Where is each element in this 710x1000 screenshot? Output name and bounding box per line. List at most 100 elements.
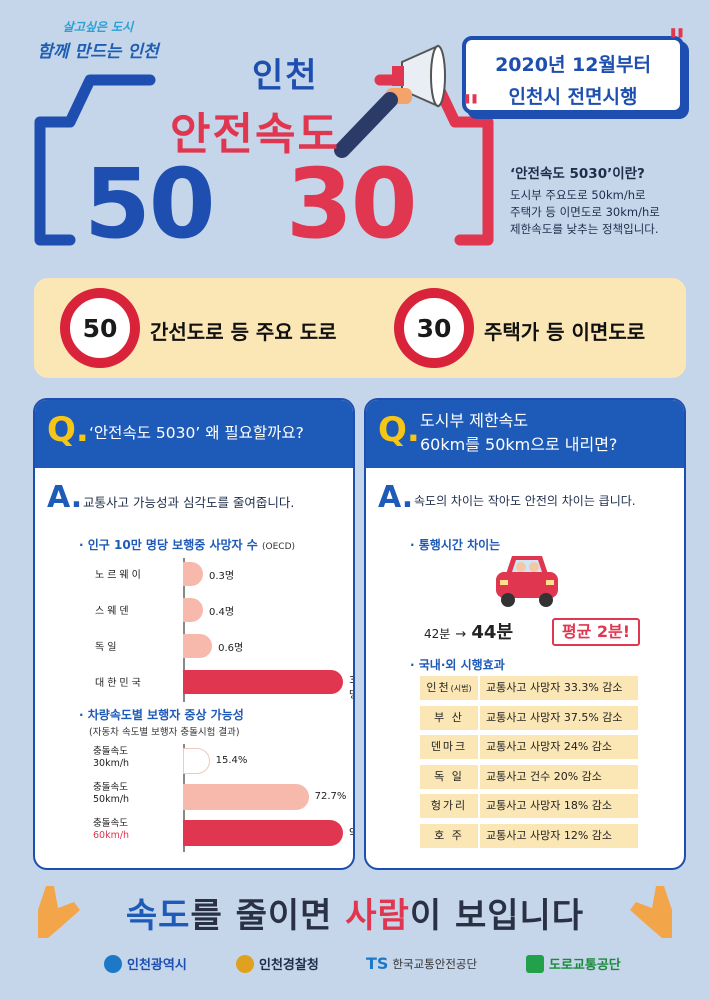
message-part: 를 줄이면 <box>190 896 346 936</box>
title-number-50: 50 <box>84 148 216 260</box>
time-from: 42분 <box>424 627 451 641</box>
chart1-row: 노르웨이 0.3명 <box>65 562 353 586</box>
chart1-bar <box>183 634 213 658</box>
chart1-bar <box>183 598 203 622</box>
effect-row: 덴마크 교통사고 사망자 24% 감소 <box>420 735 638 759</box>
left-question-text: ‘안전속도 5030’ 왜 필요할까요? <box>89 424 304 442</box>
speed-label-30: 주택가 등 이면도로 <box>484 320 646 344</box>
message-part: 이 보입니다 <box>409 896 585 936</box>
chart1-bar <box>183 670 343 694</box>
effect-result: 교통사고 건수 20% 감소 <box>480 764 638 789</box>
chart2-value-label: 15.4% <box>215 755 248 766</box>
effect-place: 덴마크 <box>420 735 478 759</box>
chart1-axis <box>183 558 185 702</box>
slogan-line1: 살고싶은 도시 <box>62 20 134 34</box>
incheon-city-emblem-icon <box>104 954 122 973</box>
title-block: 인천 안전속도 50 30 <box>30 40 500 260</box>
left-answer-text: 교통사고 가능성과 심각도를 줄여줍니다. <box>83 495 295 510</box>
car-frame-graphic <box>34 44 494 246</box>
chart1-value-label: 0.4명 <box>209 607 235 618</box>
effect-place: 독 일 <box>420 764 478 789</box>
slogan: 살고싶은 도시 함께 만드는 인천 <box>28 18 168 62</box>
chart1-value-label: 3.3명 <box>349 675 355 701</box>
left-question-header: Q. ‘안전속도 5030’ 왜 필요할까요? <box>35 400 353 468</box>
travel-time: 42분 → 44분 <box>424 618 513 644</box>
effect-place: 인천(시범) <box>420 676 478 700</box>
chart1-row: 대한민국 3.3명 <box>65 670 353 701</box>
effect-row: 호 주 교통사고 사망자 12% 감소 <box>420 823 638 848</box>
right-question-line1: 도시부 제한속도 <box>420 411 529 430</box>
incheon-city-logo: 인천광역시 <box>104 954 187 973</box>
left-qa-panel: Q. ‘안전속도 5030’ 왜 필요할까요? A. 교통사고 가능성과 심각도… <box>33 398 355 870</box>
effect-result: 교통사고 사망자 33.3% 감소 <box>480 676 638 700</box>
chart2-bar <box>183 748 210 774</box>
chart2-category-label: 충돌속도 30km/h <box>93 746 130 769</box>
bottom-message: 속도를 줄이면 사람이 보입니다 <box>100 888 610 937</box>
chart1-row: 독일 0.6명 <box>65 634 353 658</box>
effect-place: 호 주 <box>420 823 478 848</box>
chart1-title: · 인구 10만 명당 보행중 사망자 수 (OECD) <box>79 536 295 553</box>
quote-mark-icon: " <box>668 22 686 62</box>
a-mark: A. <box>47 480 83 515</box>
chart1-row: 스웨덴 0.4명 <box>65 598 353 622</box>
message-part: 사람 <box>345 896 410 936</box>
a-mark: A. <box>378 480 414 515</box>
road-traffic-logo: 도로교통공단 <box>526 954 621 973</box>
effect-row: 인천(시범) 교통사고 사망자 33.3% 감소 <box>420 676 638 700</box>
effect-place: 부 산 <box>420 705 478 730</box>
logo-label: 도로교통공단 <box>549 958 621 973</box>
right-question-line2: 60km를 50km으로 내리면? <box>420 435 618 454</box>
chart2-row: 충돌속도 30km/h 15.4% <box>65 746 353 774</box>
chart1-value-label: 0.3명 <box>209 571 235 582</box>
effect-title: · 국내·외 시행효과 <box>410 658 505 672</box>
definition-line: 제한속도를 낮추는 정책입니다. <box>510 222 659 236</box>
logo-row: 인천광역시 인천경찰청 TS 한국교통안전공단 도로교통공단 <box>0 950 710 978</box>
logo-label: 인천경찰청 <box>259 958 319 973</box>
incheon-police-logo: 인천경찰청 <box>236 954 319 973</box>
date-line1: 2020년 12월부터 <box>495 54 651 76</box>
chart2-bar <box>183 820 343 846</box>
chart1-title-note: (OECD) <box>262 542 296 552</box>
title-safe-speed: 안전속도 <box>170 109 340 160</box>
quote-mark-icon: " <box>462 88 480 128</box>
travel-title: · 통행시간 차이는 <box>410 538 501 552</box>
chart2-category-label: 충돌속도 50km/h <box>93 782 130 805</box>
effect-row: 부 산 교통사고 사망자 37.5% 감소 <box>420 705 638 730</box>
chart1-title-text: · 인구 10만 명당 보행중 사망자 수 <box>79 538 258 552</box>
road-traffic-emblem-icon <box>526 954 544 973</box>
chart2-bar <box>183 784 309 810</box>
ts-mark-icon: TS <box>366 954 389 973</box>
right-question-header: Q. 도시부 제한속도 60km를 50km으로 내리면? <box>366 400 684 468</box>
chart2-title: · 차량속도별 보행자 중상 가능성 <box>79 708 244 722</box>
chart2-note: (자동차 속도별 보행자 충돌시험 결과) <box>89 727 240 738</box>
effect-result: 교통사고 사망자 37.5% 감소 <box>480 705 638 730</box>
right-answer-text: 속도의 차이는 작아도 안전의 차이는 큽니다. <box>414 494 636 508</box>
chart2-category-label: 충돌속도 60km/h <box>93 818 130 841</box>
effect-row: 독 일 교통사고 건수 20% 감소 <box>420 764 638 789</box>
date-box: 2020년 12월부터 인천시 전면시행 <box>462 36 684 114</box>
definition: ‘안전속도 5030’이란? 도시부 주요도로 50km/h로 주택가 등 이면… <box>510 162 700 238</box>
effect-result: 교통사고 사망자 18% 감소 <box>480 794 638 818</box>
logo-label: 인천광역시 <box>127 958 187 973</box>
chart1-category-label: 독일 <box>95 642 120 653</box>
definition-line: 도시부 주요도로 50km/h로 <box>510 188 646 202</box>
effect-place-note: (시범) <box>450 684 472 693</box>
effect-place: 헝가리 <box>420 794 478 818</box>
ts-logo: TS 한국교통안전공단 <box>366 954 477 973</box>
average-badge: 평균 2분! <box>552 618 640 646</box>
police-emblem-icon <box>236 954 254 973</box>
hand-icon <box>38 886 80 938</box>
title-number-30: 30 <box>286 148 418 260</box>
title-incheon: 인천 <box>252 56 319 96</box>
car-icon <box>496 556 558 607</box>
effect-row: 헝가리 교통사고 사망자 18% 감소 <box>420 794 638 818</box>
chart1-category-label: 노르웨이 <box>95 570 144 581</box>
hand-icon <box>630 886 672 938</box>
effect-result: 교통사고 사망자 24% 감소 <box>480 735 638 759</box>
chart2-value-label: 72.7% <box>314 791 347 802</box>
chart1-bar <box>183 562 203 586</box>
slogan-line2: 함께 만드는 인천 <box>37 42 159 62</box>
date-line2: 인천시 전면시행 <box>508 86 638 108</box>
definition-heading: ‘안전속도 5030’이란? <box>510 166 645 182</box>
